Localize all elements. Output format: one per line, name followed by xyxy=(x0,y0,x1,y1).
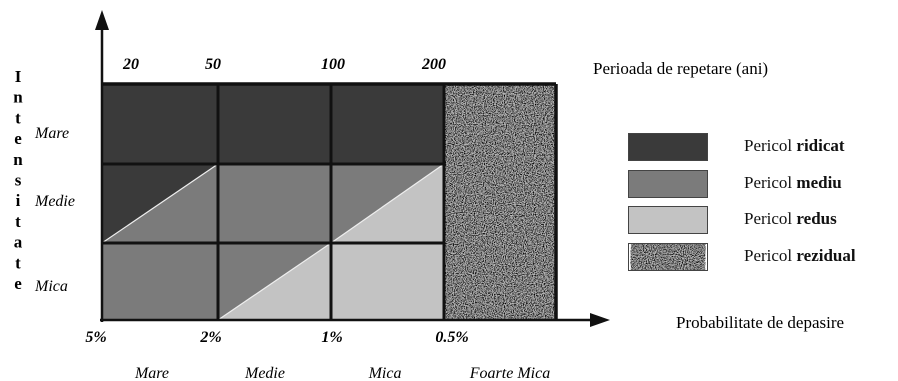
legend-prefix: Pericol xyxy=(744,173,793,192)
cell-1-2-ridicat xyxy=(218,84,331,164)
legend-swatch-redus xyxy=(628,206,708,234)
probability-class-label: Foarte Mica xyxy=(469,365,550,381)
legend-swatch-ridicat xyxy=(628,133,708,161)
cell-2-1-diagonal xyxy=(101,163,219,244)
legend-swatch-rezidual xyxy=(628,243,708,271)
top-axis-title: Perioada de repetare (ani) xyxy=(593,59,768,78)
probability-class-label: Mica xyxy=(368,365,402,381)
return-period-tick-label: 200 xyxy=(421,56,446,73)
legend-label-ridicat: Pericol ridicat xyxy=(744,136,845,156)
legend-item-rezidual: Pericol rezidual xyxy=(628,243,898,271)
cell-1-4-rezidual xyxy=(444,84,556,164)
legend-label-mediu: Pericol mediu xyxy=(744,173,842,193)
return-period-tick-label: 20 xyxy=(122,56,139,73)
probability-class-label: Mare xyxy=(134,365,169,381)
legend-prefix: Pericol xyxy=(744,246,793,265)
probability-tick-label: 0.5% xyxy=(435,329,468,346)
legend-swatch-mediu xyxy=(628,170,708,198)
legend-item-redus: Pericol redus xyxy=(628,206,898,234)
matrix-gridlines xyxy=(102,82,558,320)
x-axis-arrowhead xyxy=(590,313,610,327)
legend-label-rezidual: Pericol rezidual xyxy=(744,246,856,266)
cell-1-1-ridicat xyxy=(102,84,218,164)
probability-tick-label: 5% xyxy=(85,329,106,346)
legend-level: mediu xyxy=(796,173,842,192)
cell-3-2-diagonal xyxy=(217,242,332,321)
cell-2-2-mediu xyxy=(218,164,331,243)
cell-1-3-ridicat xyxy=(331,84,444,164)
legend-level: ridicat xyxy=(796,136,845,155)
intensity-level-label: Mica xyxy=(34,278,68,295)
return-period-tick-label: 100 xyxy=(321,56,345,73)
cell-3-1-mediu xyxy=(102,243,218,320)
cell-3-4-rezidual xyxy=(444,243,556,320)
probability-class-label: Medie xyxy=(244,365,285,381)
probability-tick-label: 2% xyxy=(199,329,221,346)
legend-item-ridicat: Pericol ridicat xyxy=(628,133,898,161)
cell-2-3-diagonal xyxy=(330,163,445,244)
legend-prefix: Pericol xyxy=(744,209,793,228)
matrix-cells xyxy=(101,84,556,321)
legend-item-mediu: Pericol mediu xyxy=(628,170,898,198)
legend-level: redus xyxy=(796,209,837,228)
probability-tick-label: 1% xyxy=(321,329,342,346)
x-axis-title: Probabilitate de depasire xyxy=(676,313,844,332)
cell-2-4-rezidual xyxy=(444,164,556,243)
legend-level: rezidual xyxy=(796,246,856,265)
intensity-level-label: Medie xyxy=(34,193,75,210)
axis-labels: 20 50 100 200 Perioada de repetare (ani) 5% 2%… xyxy=(13,56,844,381)
intensity-level-label: Mare xyxy=(34,125,69,142)
cell-3-3-redus xyxy=(331,243,444,320)
legend-label-redus: Pericol redus xyxy=(744,209,837,229)
legend-prefix: Pericol xyxy=(744,136,793,155)
y-axis-arrowhead xyxy=(95,10,109,30)
return-period-tick-label: 50 xyxy=(205,56,221,73)
